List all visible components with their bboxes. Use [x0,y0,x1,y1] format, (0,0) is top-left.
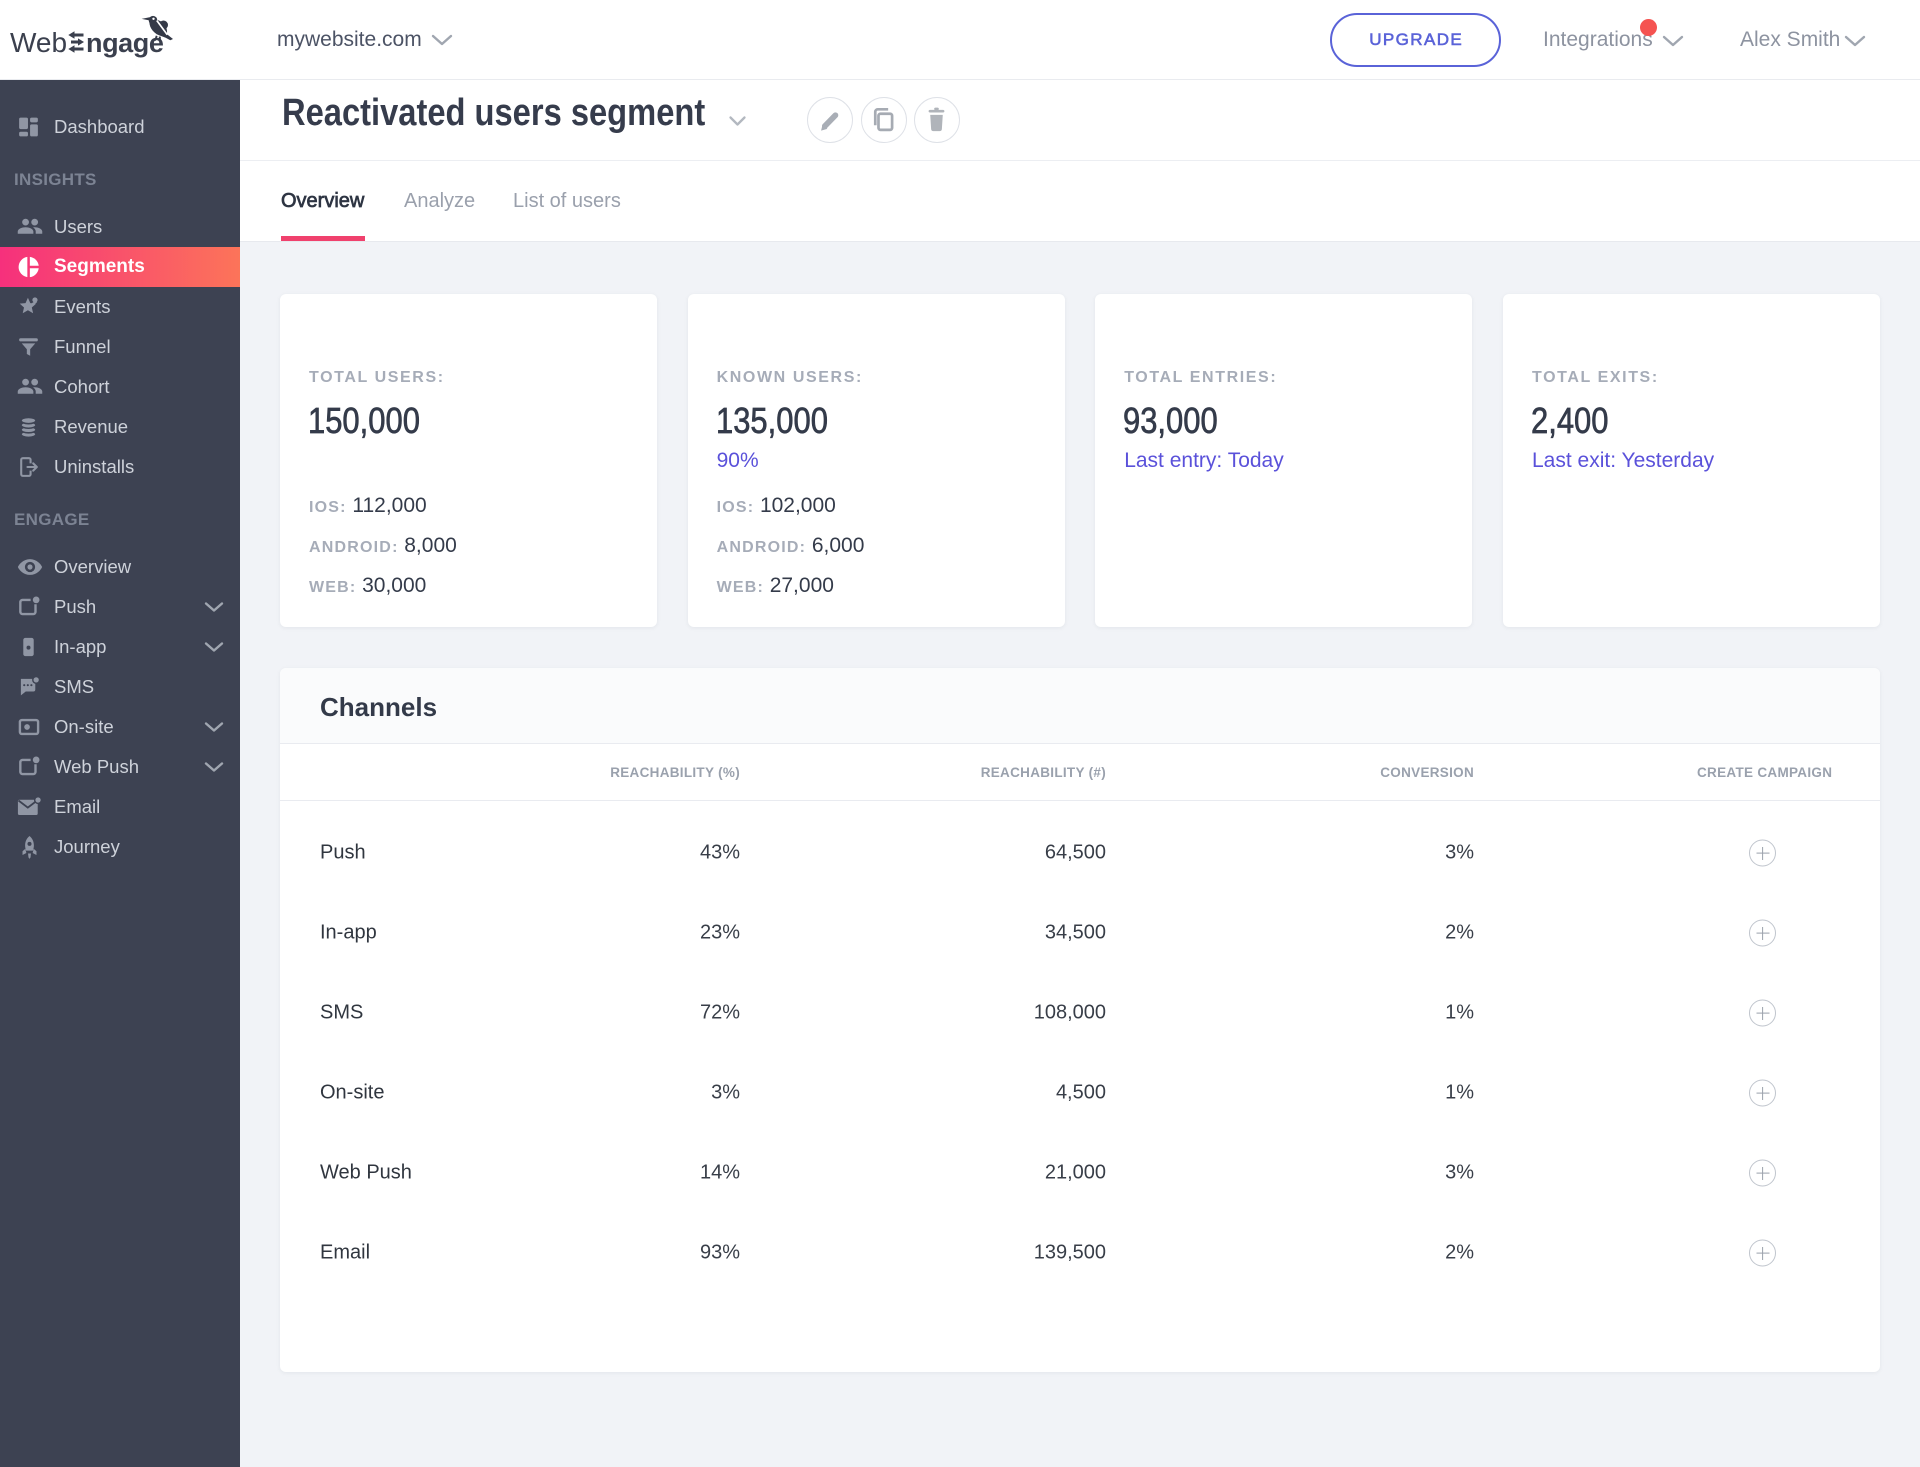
svg-text:ngage: ngage [86,28,164,58]
svg-text:Web: Web [10,27,67,58]
